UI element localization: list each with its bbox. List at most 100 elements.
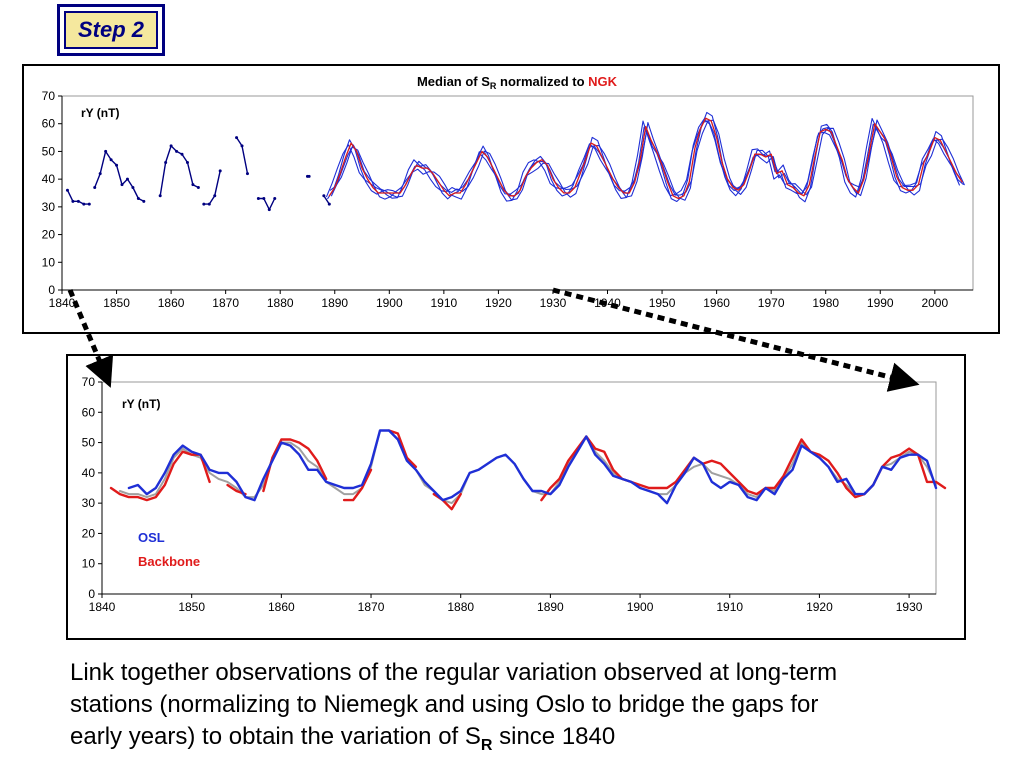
top-x-tick-label: 1850 bbox=[103, 296, 130, 310]
bottom-y-tick-label: 10 bbox=[82, 557, 96, 571]
top-early-point bbox=[196, 185, 200, 189]
top-y-axis-label: rY (nT) bbox=[81, 106, 119, 120]
top-early-point bbox=[213, 194, 217, 198]
top-early-point bbox=[207, 202, 211, 206]
bottom-y-tick-label: 0 bbox=[88, 587, 95, 601]
top-early-series-line bbox=[93, 150, 145, 203]
bottom-series-line-backbone bbox=[342, 468, 373, 502]
top-early-point bbox=[98, 172, 102, 176]
top-early-point bbox=[256, 197, 260, 201]
top-early-point bbox=[267, 208, 271, 212]
top-y-tick-label: 60 bbox=[42, 117, 56, 131]
top-chart-title: Median of SR normalized to NGK bbox=[417, 74, 618, 91]
caption: Link together observations of the regula… bbox=[70, 657, 1000, 762]
top-early-point bbox=[136, 197, 140, 201]
top-early-point bbox=[191, 183, 195, 187]
bottom-x-tick-label: 1900 bbox=[627, 600, 654, 614]
top-early-series-line bbox=[159, 145, 200, 197]
bottom-y-tick-label: 20 bbox=[82, 526, 96, 540]
top-early-point bbox=[240, 144, 244, 148]
top-x-tick-label: 1880 bbox=[267, 296, 294, 310]
bottom-series-line-backbone bbox=[109, 450, 211, 502]
bottom-plot-area bbox=[101, 381, 937, 595]
top-early-point bbox=[104, 149, 108, 153]
top-early-series-line bbox=[257, 197, 276, 211]
top-y-tick-label: 50 bbox=[42, 144, 56, 158]
top-x-tick-label: 1860 bbox=[158, 296, 185, 310]
legend-osl: OSL bbox=[138, 530, 165, 545]
top-x-tick-label: 1970 bbox=[758, 296, 785, 310]
top-x-tick-label: 2000 bbox=[921, 296, 948, 310]
top-early-point bbox=[180, 152, 184, 156]
top-early-point bbox=[169, 144, 173, 148]
top-early-point bbox=[327, 202, 331, 206]
top-early-series-line bbox=[203, 170, 221, 205]
top-early-point bbox=[65, 188, 69, 192]
bottom-x-tick-label: 1880 bbox=[447, 600, 474, 614]
bottom-y-tick-label: 60 bbox=[82, 405, 96, 419]
top-early-point bbox=[93, 185, 97, 189]
top-y-tick-label: 30 bbox=[42, 200, 56, 214]
top-x-tick-label: 1890 bbox=[321, 296, 348, 310]
top-early-point bbox=[185, 161, 189, 165]
bottom-x-tick-label: 1890 bbox=[537, 600, 564, 614]
bottom-y-tick-label: 50 bbox=[82, 436, 96, 450]
top-median-series-line bbox=[328, 117, 963, 200]
top-early-point bbox=[131, 185, 135, 189]
top-y-tick-label: 20 bbox=[42, 228, 56, 242]
top-early-point bbox=[87, 202, 91, 206]
top-early-point bbox=[218, 169, 222, 173]
top-y-tick-label: 40 bbox=[42, 172, 56, 186]
caption-line-2: stations (normalizing to Niemegk and usi… bbox=[70, 691, 819, 718]
top-early-point bbox=[109, 158, 113, 162]
bottom-y-tick-label: 40 bbox=[82, 466, 96, 480]
top-early-point bbox=[307, 174, 311, 178]
top-early-point bbox=[322, 194, 326, 198]
top-early-point bbox=[245, 172, 249, 176]
top-x-tick-label: 1910 bbox=[431, 296, 458, 310]
legend-backbone: Backbone bbox=[138, 554, 200, 569]
caption-line-3: early years) to obtain the variation of … bbox=[70, 723, 616, 754]
top-y-tick-label: 0 bbox=[48, 283, 55, 297]
bottom-y-tick-label: 30 bbox=[82, 496, 96, 510]
bottom-x-tick-label: 1850 bbox=[178, 600, 205, 614]
top-early-point bbox=[71, 199, 75, 203]
top-early-point bbox=[175, 149, 179, 153]
bottom-y-tick-label: 70 bbox=[82, 375, 96, 389]
top-chart: Median of SR normalized to NGK rY (nT) 0… bbox=[42, 74, 974, 310]
top-early-point bbox=[76, 199, 80, 203]
top-early-point bbox=[235, 136, 239, 140]
bottom-chart: rY (nT) OSL Backbone 0 10 20 30 40 50 60 70 1840… bbox=[82, 375, 947, 614]
top-x-tick-label: 1980 bbox=[812, 296, 839, 310]
top-early-point bbox=[82, 202, 86, 206]
step-badge: Step 2 bbox=[57, 4, 165, 56]
top-x-tick-label: 1840 bbox=[49, 296, 76, 310]
bottom-x-tick-label: 1910 bbox=[716, 600, 743, 614]
top-y-tick-label: 70 bbox=[42, 89, 56, 103]
top-x-tick-label: 1990 bbox=[867, 296, 894, 310]
top-early-point bbox=[262, 197, 266, 201]
bottom-series-line-osl bbox=[127, 429, 938, 505]
top-early-point bbox=[120, 183, 124, 187]
top-x-tick-label: 1870 bbox=[212, 296, 239, 310]
bottom-x-tick-label: 1840 bbox=[89, 600, 116, 614]
top-x-tick-label: 1900 bbox=[376, 296, 403, 310]
top-early-point bbox=[164, 161, 168, 165]
step-label: Step 2 bbox=[64, 11, 158, 49]
top-early-series-line bbox=[323, 195, 330, 205]
top-early-point bbox=[202, 202, 206, 206]
bottom-chart-panel: rY (nT) OSL Backbone 0 10 20 30 40 50 60 70 1840… bbox=[66, 354, 966, 640]
caption-line-1: Link together observations of the regula… bbox=[70, 659, 838, 686]
top-x-tick-label: 1960 bbox=[703, 296, 730, 310]
top-early-point bbox=[125, 177, 129, 181]
top-x-tick-label: 1940 bbox=[594, 296, 621, 310]
top-x-tick-label: 1930 bbox=[540, 296, 567, 310]
top-early-point bbox=[273, 197, 277, 201]
bottom-x-tick-label: 1920 bbox=[806, 600, 833, 614]
bottom-y-axis-label: rY (nT) bbox=[122, 397, 160, 411]
top-early-point bbox=[142, 199, 146, 203]
bottom-series-line-backbone bbox=[262, 438, 328, 493]
top-early-point bbox=[158, 194, 162, 198]
top-early-point bbox=[115, 163, 119, 167]
top-chart-panel: Median of SR normalized to NGK rY (nT) 0… bbox=[22, 64, 1000, 334]
